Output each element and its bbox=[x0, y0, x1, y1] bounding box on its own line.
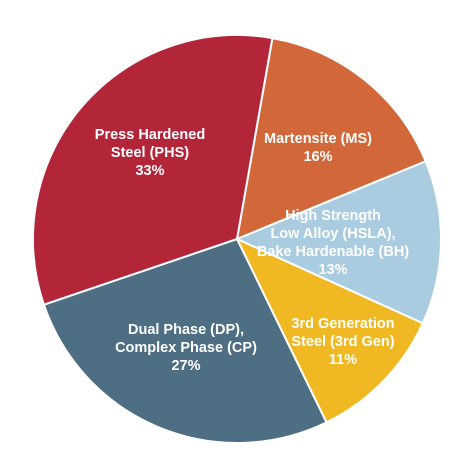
pie-slice-0 bbox=[235, 36, 427, 241]
slice-label-line: Steel (3rd Gen) bbox=[291, 334, 394, 350]
slice-label-1: High Strength Low Alloy (HSLA), Bake Harde… bbox=[257, 208, 409, 278]
slice-label-line: High Strength bbox=[285, 208, 381, 224]
pie-slice-4 bbox=[32, 34, 274, 307]
slice-label-line: Low Alloy (HSLA), bbox=[270, 226, 395, 242]
slice-label-line: 33% bbox=[135, 163, 164, 179]
pie-slice-1 bbox=[234, 159, 442, 325]
slice-label-line: Steel (PHS) bbox=[111, 145, 189, 161]
pie-labels: Martensite (MS) 16% High Strength Low Alloy… bbox=[95, 127, 410, 374]
slice-label-line: 16% bbox=[303, 149, 332, 165]
slice-label-2: 3rd Generation Steel (3rd Gen) 11% bbox=[291, 316, 394, 368]
slice-label-line: 27% bbox=[171, 358, 200, 374]
slice-label-line: Complex Phase (CP) bbox=[115, 340, 257, 356]
slice-label-line: Dual Phase (DP), bbox=[128, 322, 244, 338]
pie-slices bbox=[32, 34, 442, 444]
slice-label-line: Press Hardened bbox=[95, 127, 205, 143]
pie-slice-2 bbox=[234, 236, 425, 424]
slice-label-line: 3rd Generation bbox=[291, 316, 394, 332]
pie-slice-3 bbox=[42, 237, 328, 444]
slice-label-4: Press Hardened Steel (PHS) 33% bbox=[95, 127, 205, 179]
slice-label-line: Bake Hardenable (BH) bbox=[257, 244, 409, 260]
slice-label-line: Martensite (MS) bbox=[264, 131, 372, 147]
slice-label-3: Dual Phase (DP), Complex Phase (CP) 27% bbox=[115, 322, 257, 374]
slice-label-line: 13% bbox=[318, 262, 347, 278]
slice-label-0: Martensite (MS) 16% bbox=[264, 131, 372, 165]
slice-label-line: 11% bbox=[329, 352, 357, 368]
